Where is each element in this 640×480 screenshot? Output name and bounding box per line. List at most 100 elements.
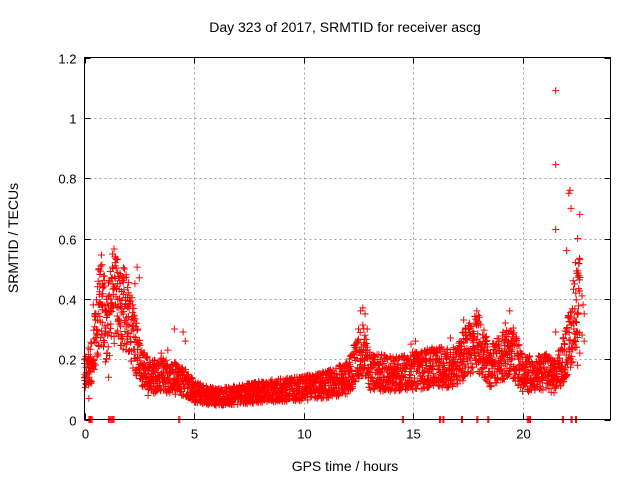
data-point	[96, 270, 104, 278]
data-point	[435, 375, 443, 383]
data-point	[109, 265, 117, 273]
data-point	[572, 338, 580, 346]
data-point	[407, 365, 415, 373]
data-point	[130, 311, 138, 319]
data-point	[536, 382, 544, 390]
data-point	[144, 391, 152, 399]
data-point	[572, 318, 580, 326]
data-point	[104, 300, 112, 308]
data-point	[105, 328, 113, 336]
data-point	[112, 264, 120, 272]
data-point	[354, 335, 362, 343]
data-point	[85, 394, 93, 402]
data-point	[425, 357, 433, 365]
data-point	[157, 349, 165, 357]
data-point	[422, 349, 430, 357]
data-point	[434, 348, 442, 356]
data-point	[131, 280, 139, 288]
data-point	[170, 325, 178, 333]
data-point	[117, 342, 125, 350]
data-point	[564, 371, 572, 379]
data-point	[361, 362, 369, 370]
data-point	[99, 284, 107, 292]
data-point	[130, 333, 138, 341]
data-point	[528, 358, 536, 366]
data-point	[368, 373, 376, 381]
data-point	[119, 273, 127, 281]
data-point	[460, 339, 468, 347]
data-point	[567, 204, 575, 212]
data-point	[552, 328, 560, 336]
data-point	[561, 341, 569, 349]
data-point	[475, 319, 483, 327]
data-point	[362, 347, 370, 355]
y-tick-label: 0.8	[58, 172, 76, 187]
data-point	[131, 315, 139, 323]
data-point	[467, 364, 475, 372]
data-point	[133, 263, 141, 271]
data-point	[347, 366, 355, 374]
data-point	[88, 340, 96, 348]
data-point	[508, 346, 516, 354]
data-point	[94, 351, 102, 359]
data-point	[483, 337, 491, 345]
data-point	[575, 272, 583, 280]
data-point	[124, 284, 132, 292]
data-point	[359, 304, 367, 312]
data-point	[100, 338, 108, 346]
data-point	[575, 260, 583, 268]
data-point	[125, 279, 133, 287]
data-point	[576, 349, 584, 357]
data-point	[104, 321, 112, 329]
data-point	[576, 256, 584, 264]
data-point	[480, 326, 488, 334]
data-point	[567, 312, 575, 320]
y-tick-label: 0.2	[58, 353, 76, 368]
data-point	[87, 379, 95, 387]
data-point	[463, 336, 471, 344]
data-point	[504, 358, 512, 366]
data-point	[132, 370, 140, 378]
data-point	[571, 259, 579, 267]
data-point	[363, 325, 371, 333]
data-point	[130, 304, 138, 312]
data-point	[95, 266, 103, 274]
data-point	[104, 343, 112, 351]
data-points	[81, 87, 588, 423]
data-point	[506, 307, 514, 315]
x-tick-label: 20	[516, 427, 530, 442]
data-point	[105, 291, 113, 299]
data-point	[97, 251, 105, 259]
data-point	[181, 337, 189, 345]
data-point	[361, 331, 369, 339]
data-point	[119, 345, 127, 353]
data-point	[493, 379, 501, 387]
data-point	[576, 210, 584, 218]
x-axis-label: GPS time / hours	[292, 458, 399, 474]
data-point	[514, 355, 522, 363]
data-point	[580, 337, 588, 345]
data-point	[561, 364, 569, 372]
data-point	[571, 280, 579, 288]
data-point	[105, 352, 113, 360]
data-point	[431, 373, 439, 381]
data-point	[473, 307, 481, 315]
data-point	[443, 384, 451, 392]
data-point	[151, 365, 159, 373]
data-point	[574, 361, 582, 369]
data-point	[518, 349, 526, 357]
data-point	[91, 361, 99, 369]
data-point	[578, 331, 586, 339]
data-point	[98, 261, 106, 269]
data-point	[568, 352, 576, 360]
data-point	[350, 376, 358, 384]
data-point	[572, 296, 580, 304]
data-point	[507, 356, 515, 364]
data-point	[519, 387, 527, 395]
data-point	[97, 262, 105, 270]
data-point	[346, 362, 354, 370]
data-point	[85, 373, 93, 381]
data-point	[560, 339, 568, 347]
data-point	[98, 301, 106, 309]
data-point	[110, 245, 118, 253]
